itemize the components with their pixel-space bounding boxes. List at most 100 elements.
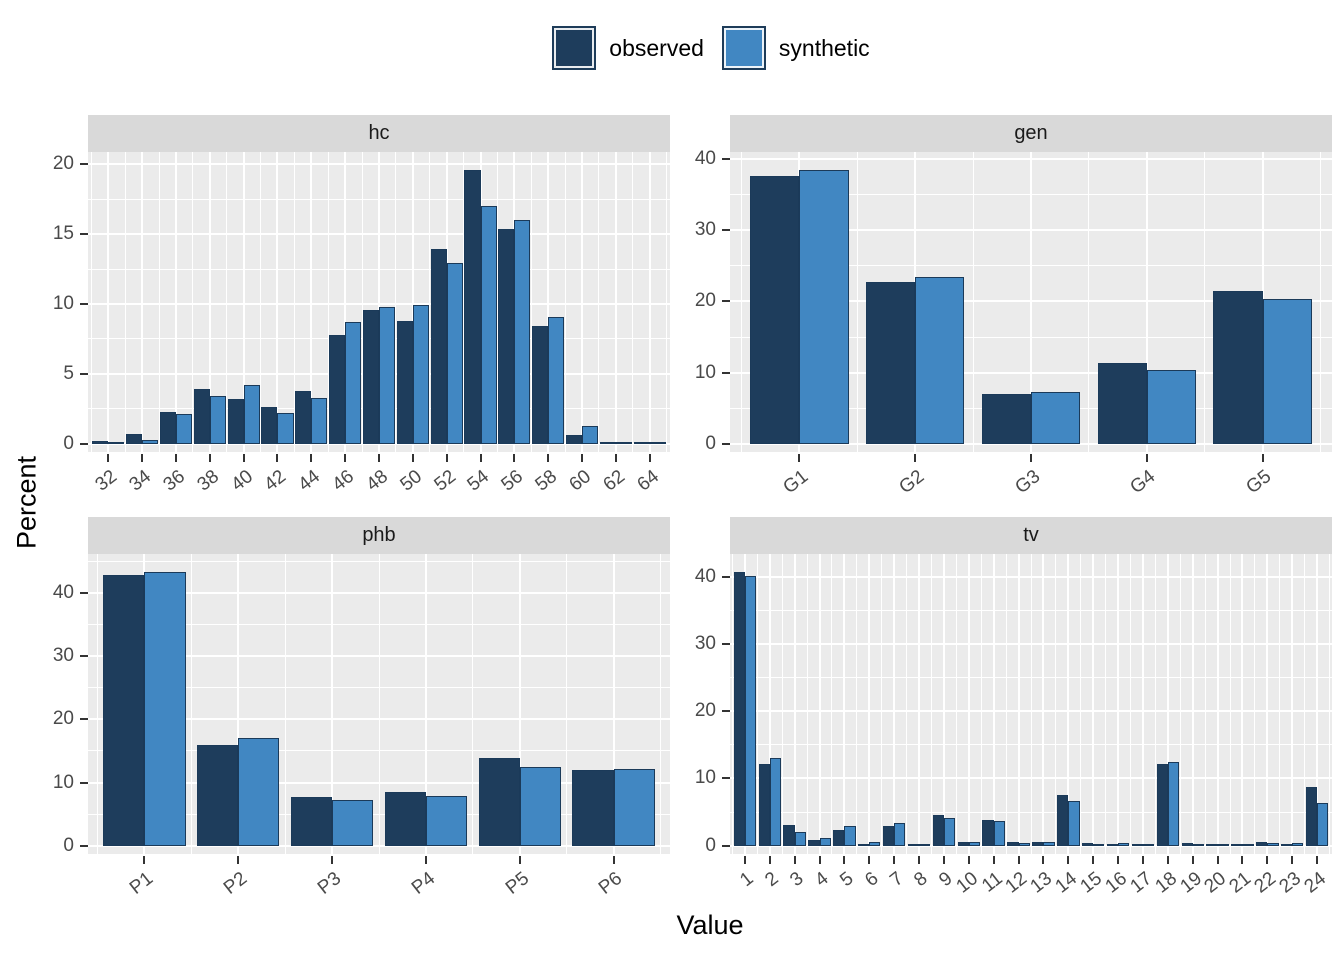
y-tick-mark	[80, 654, 88, 657]
gridline-major-v	[1042, 554, 1045, 854]
bar-synthetic-42	[277, 413, 294, 444]
y-tick-mark	[80, 233, 88, 236]
x-tick-mark	[1191, 856, 1194, 864]
x-tick-mark	[1030, 454, 1032, 462]
gridline-major-v	[310, 152, 313, 452]
y-tick-label: 20	[52, 153, 74, 175]
bar-observed-46	[329, 334, 346, 444]
gridline-minor-v	[906, 554, 908, 854]
x-tick-mark	[1261, 454, 1264, 462]
bar-synthetic-64	[649, 441, 666, 444]
x-tick-mark	[378, 454, 380, 462]
facet-title-hc: hc	[368, 122, 390, 144]
y-tick-mark	[722, 371, 730, 374]
y-tick-mark	[80, 781, 88, 784]
gridline-major-h	[88, 781, 670, 784]
gridline-major-v	[1092, 554, 1095, 854]
bar-observed-9	[932, 814, 944, 846]
gridline-major-v	[843, 554, 846, 854]
x-tick-mark	[1067, 856, 1070, 864]
facet-title-tv: tv	[1023, 524, 1039, 546]
gridline-minor-v	[284, 554, 286, 854]
bar-observed-38	[193, 389, 210, 444]
y-tick-label: 30	[694, 219, 716, 241]
y-tick-label: 30	[694, 632, 716, 654]
legend-item-synthetic: synthetic	[721, 26, 870, 70]
x-tick-mark	[918, 856, 921, 864]
bar-observed-P5	[478, 757, 520, 846]
gridline-minor-v	[463, 152, 465, 452]
facet-strip-hc: hc	[88, 115, 670, 152]
bar-observed-11	[982, 819, 994, 846]
y-tick-label: 30	[52, 644, 74, 666]
gridline-major-h	[730, 777, 1332, 780]
bar-synthetic-60	[582, 425, 599, 444]
x-tick-mark	[344, 454, 347, 462]
bar-observed-P6	[572, 769, 614, 846]
y-tick-mark	[80, 844, 88, 847]
x-tick-mark	[843, 856, 846, 864]
bar-observed-64	[633, 441, 650, 444]
gridline-minor-v	[666, 152, 668, 452]
x-axis-title: Value	[676, 910, 744, 940]
bar-observed-1	[733, 571, 745, 846]
gridline-major-v	[1216, 554, 1219, 854]
bar-synthetic-G5	[1262, 299, 1312, 444]
y-tick-label: 40	[694, 148, 716, 170]
bar-synthetic-P5	[519, 766, 562, 846]
bar-synthetic-13	[1043, 842, 1055, 846]
gridline-major-v	[1141, 554, 1144, 854]
gridline-minor-v	[293, 152, 295, 452]
gridline-major-v	[344, 152, 347, 452]
gridline-major-h	[88, 844, 670, 847]
bar-synthetic-38	[209, 396, 226, 444]
gridline-major-v	[1266, 554, 1269, 854]
bar-observed-15	[1081, 843, 1094, 846]
bar-synthetic-46	[345, 322, 362, 444]
y-tick-mark	[722, 844, 730, 847]
gridline-minor-v	[660, 554, 662, 854]
bar-synthetic-54	[480, 206, 497, 444]
gridline-major-v	[107, 152, 110, 452]
y-tick-label: 20	[694, 290, 716, 312]
gridline-minor-v	[598, 152, 600, 452]
gridline-minor-v	[260, 152, 262, 452]
bar-synthetic-48	[379, 306, 396, 444]
bar-synthetic-P3	[332, 800, 374, 846]
y-tick-mark	[722, 442, 730, 445]
x-tick-mark	[1316, 856, 1319, 864]
bar-observed-56	[498, 228, 515, 444]
y-tick-label: 15	[52, 223, 74, 245]
x-tick-mark	[237, 856, 240, 864]
gridline-major-v	[1191, 554, 1194, 854]
bar-synthetic-17	[1142, 844, 1155, 847]
x-tick-mark	[1145, 454, 1148, 462]
bar-observed-13	[1032, 841, 1044, 846]
gridline-major-v	[918, 554, 921, 854]
gridline-major-v	[614, 152, 617, 452]
bar-observed-62	[599, 441, 616, 444]
bar-observed-21	[1231, 844, 1243, 847]
x-tick-mark	[1117, 856, 1120, 864]
gridline-major-h	[730, 575, 1332, 578]
bar-observed-54	[464, 169, 481, 444]
bar-synthetic-10	[968, 841, 980, 846]
x-tick-mark	[411, 454, 414, 462]
y-tick-mark	[80, 163, 88, 166]
gridline-minor-v	[429, 152, 431, 452]
gridline-major-v	[581, 152, 584, 452]
y-tick-mark	[722, 300, 730, 303]
facet-title-phb: phb	[362, 524, 396, 546]
bar-observed-G1	[750, 175, 800, 444]
bar-synthetic-18	[1167, 762, 1179, 846]
bar-synthetic-12	[1018, 843, 1030, 846]
gridline-minor-v	[831, 554, 833, 854]
gridline-major-h	[88, 654, 670, 657]
x-tick-mark	[1241, 856, 1244, 864]
bar-observed-14	[1057, 795, 1069, 846]
x-tick-mark	[479, 454, 482, 462]
x-tick-mark	[818, 856, 821, 864]
bar-observed-36	[159, 411, 176, 444]
bar-synthetic-4	[819, 837, 831, 846]
